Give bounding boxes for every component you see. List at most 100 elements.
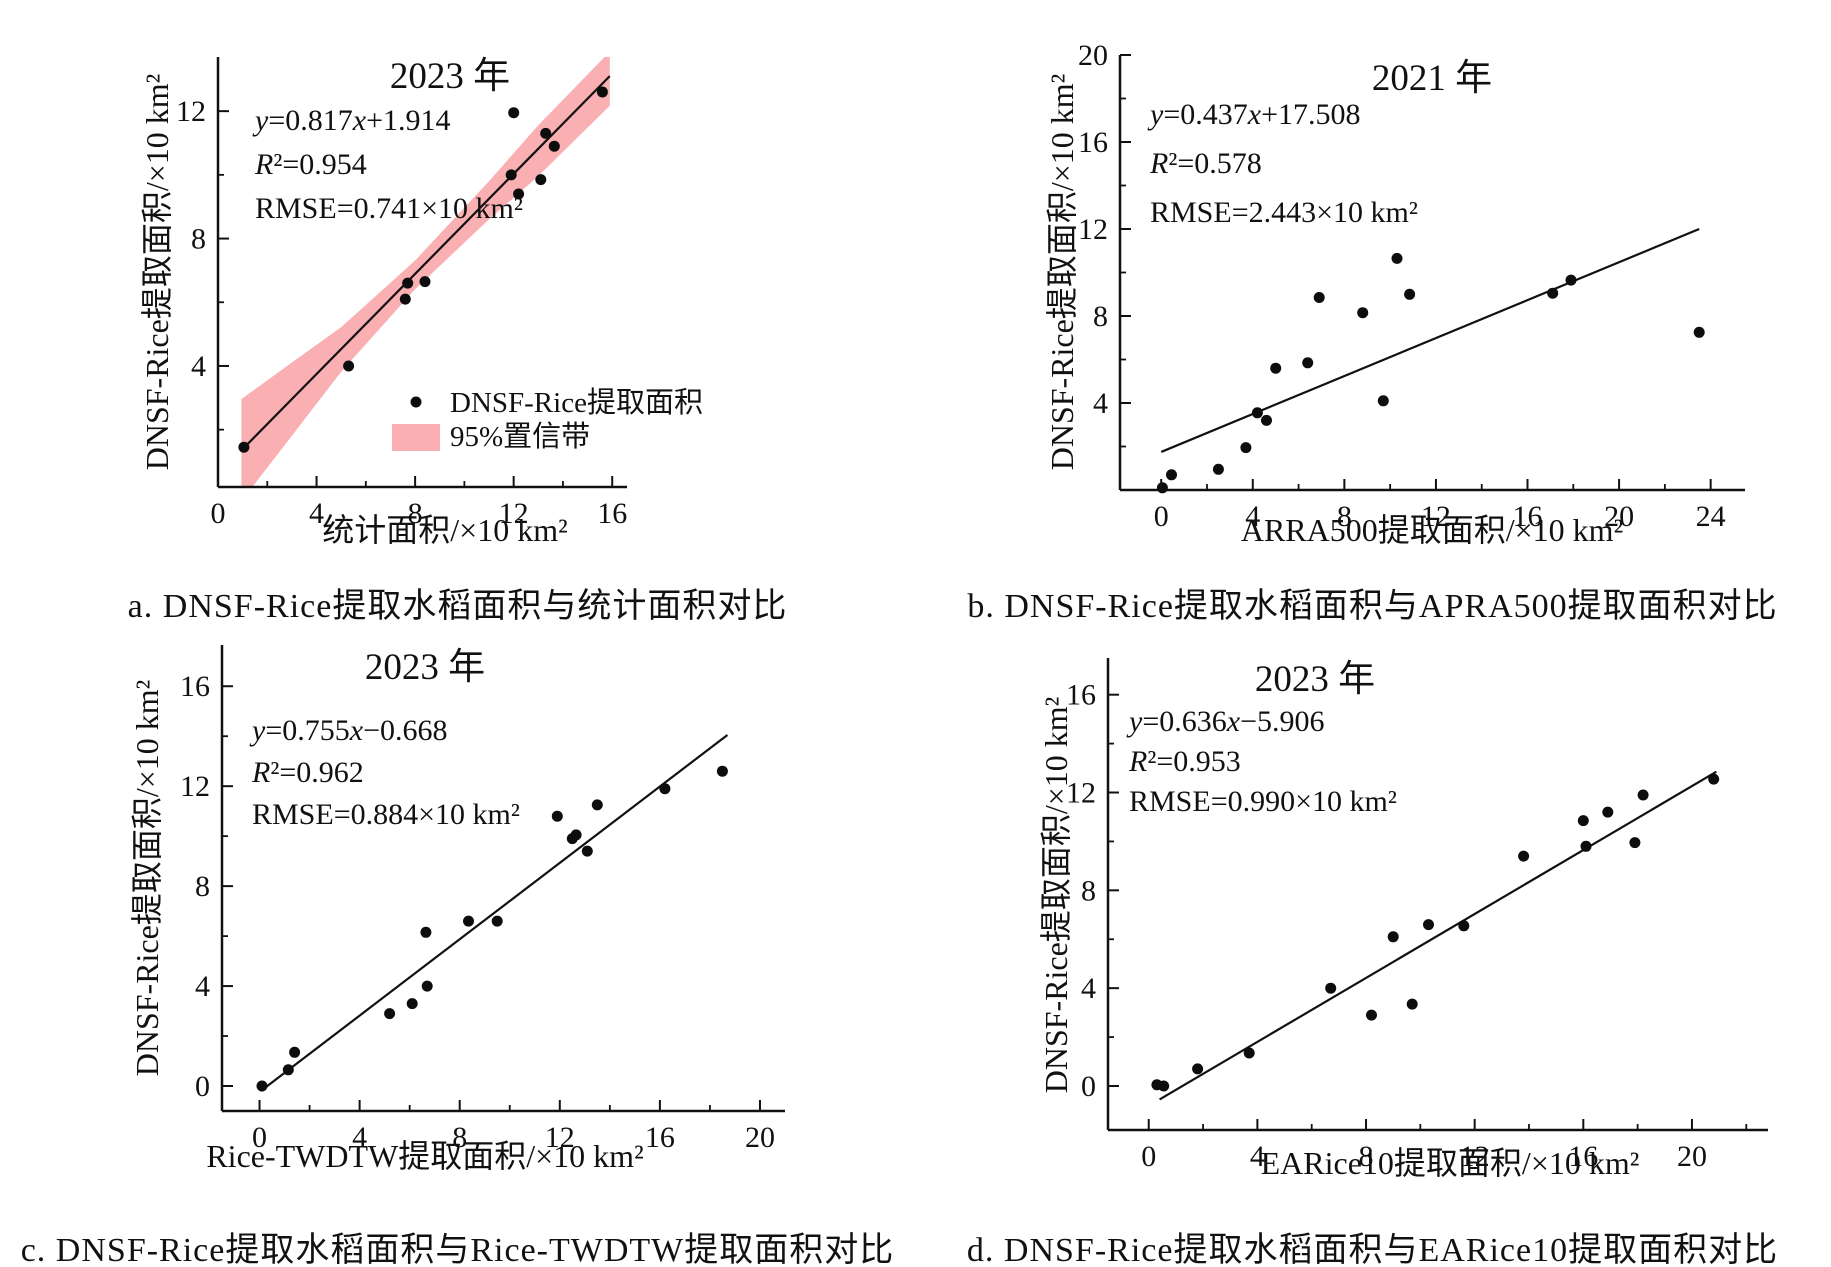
y-axis-label: DNSF-Rice提取面积/×10 km²: [1038, 697, 1074, 1094]
scatter-point: [581, 845, 593, 857]
scatter-point: [399, 293, 411, 305]
legend-band-label: 95%置信带: [450, 420, 590, 453]
scatter-point: [1212, 463, 1224, 475]
x-tick-label: 0: [1154, 500, 1169, 533]
y-tick-label: 4: [1081, 972, 1096, 1005]
x-tick-label: 0: [211, 497, 226, 530]
y-tick-label: 16: [180, 670, 210, 703]
scatter-point: [508, 107, 520, 119]
scatter-point: [1366, 1009, 1377, 1021]
equation-text: y=0.437x+17.508: [1147, 98, 1361, 131]
scatter-point: [289, 1046, 301, 1058]
chart-d-scatter: 0 4 8 12 16 20 0 4 8 12 16 2023 年 y=0.636x−5.906 R²=0…: [1038, 658, 1768, 1181]
scatter-point: [1325, 982, 1337, 994]
scatter-point: [421, 980, 433, 992]
caption-b: b. DNSF-Rice提取水稻面积与APRA500提取面积对比: [967, 588, 1778, 625]
y-tick-label: 12: [1078, 213, 1108, 246]
x-tick-label: 8: [1359, 1140, 1374, 1173]
legend-point-label: DNSF-Rice提取面积: [450, 386, 703, 419]
rmse-text: RMSE=2.443×10 km²: [1150, 196, 1418, 229]
scatter-point: [1406, 998, 1418, 1010]
x-tick-label: 20: [1604, 500, 1634, 533]
x-tick-label: 20: [1677, 1140, 1707, 1173]
chart-a-scatter: 0 4 8 12 16 4 8 12 2023 年 y=0.817x+1.914 R²=0.954 R…: [139, 55, 703, 548]
equation-text: y=0.636x−5.906: [1126, 705, 1325, 738]
scatter-point: [1580, 840, 1592, 852]
x-axis-label: EARice10提取面积/×10 km²: [1261, 1145, 1640, 1181]
scatter-point: [256, 1080, 268, 1092]
scatter-point: [1518, 850, 1530, 862]
chart-title: 2023 年: [1255, 658, 1375, 700]
x-tick-label: 12: [1460, 1140, 1490, 1173]
regression-line: [1159, 770, 1717, 1101]
chart-b-scatter: 0 4 8 12 16 20 24 4 8 12 16 20 2021 年 y=0.437x+17.508…: [1044, 39, 1745, 548]
scatter-point: [570, 829, 582, 841]
y-tick-label: 8: [195, 870, 210, 903]
y-tick-label: 8: [191, 223, 206, 256]
y-axis-label: DNSF-Rice提取面积/×10 km²: [1044, 74, 1080, 471]
scatter-point: [491, 915, 503, 927]
y-tick-label: 8: [1093, 300, 1108, 333]
scatter-point: [406, 998, 418, 1010]
y-tick-label: 16: [1066, 679, 1096, 712]
scatter-point: [1602, 806, 1614, 818]
x-tick-label: 12: [545, 1121, 575, 1154]
scatter-point: [1387, 931, 1399, 943]
scatter-point: [1391, 252, 1403, 264]
scatter-point: [402, 277, 414, 289]
x-axis-label: 统计面积/×10 km²: [322, 512, 567, 548]
caption-c: c. DNSF-Rice提取水稻面积与Rice-TWDTW提取面积对比: [20, 1232, 895, 1267]
chart-title: 2021 年: [1372, 57, 1492, 99]
rmse-text: RMSE=0.884×10 km²: [252, 798, 520, 831]
scatter-point: [716, 765, 728, 777]
chart-title: 2023 年: [390, 55, 510, 97]
scatter-point: [1458, 920, 1470, 932]
scatter-point: [463, 915, 474, 927]
chart-title: 2023 年: [365, 646, 485, 688]
scatter-point: [1377, 395, 1389, 407]
equation-text: y=0.755x−0.668: [249, 714, 448, 747]
x-tick-label: 12: [499, 497, 529, 530]
caption-a: a. DNSF-Rice提取水稻面积与统计面积对比: [127, 588, 788, 625]
r2-text: R²=0.578: [1149, 147, 1262, 180]
scatter-point: [1158, 1080, 1170, 1092]
scatter-point: [1547, 287, 1559, 299]
y-tick-label: 0: [1081, 1070, 1096, 1103]
y-tick-label: 20: [1078, 39, 1108, 72]
scatter-point: [282, 1064, 294, 1076]
y-tick-label: 8: [1081, 874, 1096, 907]
scatter-point: [238, 441, 250, 453]
x-tick-label: 4: [1250, 1140, 1265, 1173]
scatter-point: [596, 86, 608, 98]
x-tick-label: 24: [1696, 500, 1726, 533]
y-axis-label: DNSF-Rice提取面积/×10 km²: [129, 680, 165, 1077]
scatter-point: [1693, 326, 1705, 338]
regression-line: [1160, 227, 1700, 453]
scatter-point: [384, 1008, 396, 1020]
legend-point-marker: [410, 396, 422, 408]
y-tick-label: 16: [1078, 126, 1108, 159]
chart-c-scatter: 0 4 8 12 16 20 0 4 8 12 16 2023 年 y=0.755x−0.668 R²=0…: [129, 645, 785, 1174]
scatter-point: [1261, 414, 1272, 426]
scatter-point: [659, 783, 671, 795]
r2-text: R²=0.954: [254, 148, 367, 181]
x-tick-label: 12: [1421, 500, 1451, 533]
caption-d: d. DNSF-Rice提取水稻面积与EARice10提取面积对比: [966, 1232, 1779, 1267]
x-tick-label: 8: [408, 497, 423, 530]
equation-text: y=0.817x+1.914: [252, 104, 451, 137]
scatter-point: [1302, 357, 1314, 369]
scatter-point: [548, 140, 560, 152]
x-tick-label: 8: [452, 1121, 467, 1154]
scatter-point: [1240, 442, 1252, 454]
scatter-point: [513, 188, 525, 200]
y-tick-label: 0: [195, 1070, 210, 1103]
scatter-point: [551, 810, 563, 822]
x-tick-label: 4: [1245, 500, 1260, 533]
scatter-point: [420, 926, 432, 938]
scatter-point: [1565, 274, 1577, 286]
x-tick-label: 8: [1337, 500, 1352, 533]
regression-line: [240, 75, 611, 452]
x-tick-label: 16: [645, 1121, 675, 1154]
y-tick-label: 4: [195, 970, 210, 1003]
